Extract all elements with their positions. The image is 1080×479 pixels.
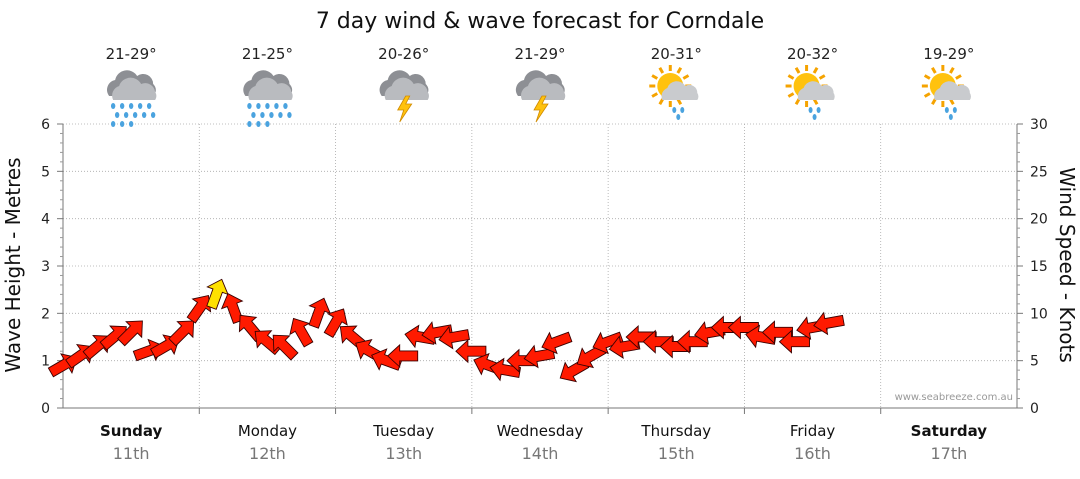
wind-arrow: [168, 320, 195, 347]
gridlines: [63, 123, 1017, 408]
day-temp-label: 20-32°: [787, 45, 838, 63]
wind-arrow-shape: [323, 308, 348, 339]
day-name-label: Monday: [238, 422, 297, 440]
wind-arrow-shape: [761, 320, 793, 345]
wind-arrow: [813, 311, 845, 336]
right-tick-label: 15: [1030, 259, 1048, 275]
watermark-text: www.seabreeze.com.au: [895, 392, 1013, 403]
day-date-label: 16th: [794, 444, 831, 463]
wind-arrow: [727, 315, 759, 340]
sun-shower-icon: [921, 65, 971, 120]
wind-arrow: [289, 317, 314, 348]
right-tick-label: 0: [1030, 401, 1039, 417]
wind-arrow-shape: [289, 317, 314, 348]
left-tick-label: 6: [41, 117, 50, 133]
wind-arrow-shape: [642, 329, 674, 354]
wind-arrow-shape: [541, 331, 573, 355]
day-date-label: 15th: [658, 444, 695, 463]
wind-arrow: [117, 320, 143, 347]
day-name-label: Thursday: [640, 422, 711, 440]
day-date-label: 13th: [385, 444, 422, 463]
day-name-label: Wednesday: [497, 422, 584, 440]
wind-arrow-shape: [625, 324, 657, 350]
day-name-label: Saturday: [911, 422, 988, 440]
wind-arrow: [455, 339, 487, 364]
wind-arrow: [206, 278, 229, 310]
rain-cloud-icon: [107, 70, 157, 127]
day-name-label: Sunday: [100, 422, 163, 440]
chart-title: 7 day wind & wave forecast for Corndale: [316, 9, 764, 34]
day-temp-label: 21-25°: [242, 45, 293, 63]
wind-arrow: [387, 343, 419, 368]
wind-arrow: [625, 324, 657, 350]
wind-arrow-shape: [727, 315, 759, 340]
wind-arrow: [438, 325, 470, 350]
day-date-label: 17th: [930, 444, 967, 463]
wind-arrow-shape: [168, 320, 195, 347]
right-tick-label: 20: [1030, 212, 1048, 228]
day-temp-label: 21-29°: [514, 45, 565, 63]
left-tick-label: 0: [41, 401, 50, 417]
right-axis-title: Wind Speed - Knots: [1055, 167, 1079, 363]
day-temp-label: 19-29°: [923, 45, 974, 63]
wind-arrow-shape: [117, 320, 143, 347]
left-axis-title: Wave Height - Metres: [1, 157, 25, 372]
wind-arrow: [541, 331, 573, 355]
wind-arrow: [642, 329, 674, 354]
day-temp-label: 21-29°: [106, 45, 157, 63]
thunderstorm-icon: [515, 70, 566, 123]
wind-arrow: [272, 334, 299, 361]
left-tick-label: 1: [41, 354, 50, 370]
day-date-label: 12th: [249, 444, 286, 463]
right-tick-label: 30: [1030, 117, 1048, 133]
thunderstorm-icon: [379, 70, 429, 123]
wind-arrow: [308, 297, 332, 329]
rain-cloud-icon: [243, 70, 293, 127]
day-temp-label: 20-26°: [378, 45, 429, 63]
day-date-label: 11th: [113, 444, 150, 463]
sun-shower-icon: [785, 65, 835, 120]
day-name-label: Tuesday: [372, 422, 434, 440]
wind-arrow: [421, 321, 453, 345]
right-tick-label: 5: [1030, 354, 1039, 370]
wind-arrow-shape: [308, 297, 332, 329]
wind-arrow-shape: [455, 339, 487, 364]
left-tick-label: 5: [41, 164, 50, 180]
left-tick-label: 4: [41, 212, 50, 228]
right-tick-label: 10: [1030, 306, 1048, 322]
wind-arrow: [323, 308, 348, 339]
left-tick-label: 2: [41, 306, 50, 322]
wind-arrow-shape: [813, 311, 845, 336]
wind-arrows: [47, 278, 845, 383]
wind-arrow-shape: [592, 331, 624, 355]
wind-arrow-shape: [421, 321, 453, 345]
wind-arrow-shape: [272, 334, 299, 361]
day-name-label: Friday: [790, 422, 836, 440]
day-date-label: 14th: [522, 444, 559, 463]
left-tick-label: 3: [41, 259, 50, 275]
right-tick-label: 25: [1030, 164, 1048, 180]
day-temp-label: 20-31°: [651, 45, 702, 63]
wind-arrow: [592, 331, 624, 355]
sun-shower-icon: [649, 65, 699, 120]
wind-arrow-shape: [206, 278, 229, 310]
wind-arrow: [761, 320, 793, 345]
wind-arrow-shape: [387, 343, 419, 368]
wind-arrow-shape: [438, 325, 470, 350]
